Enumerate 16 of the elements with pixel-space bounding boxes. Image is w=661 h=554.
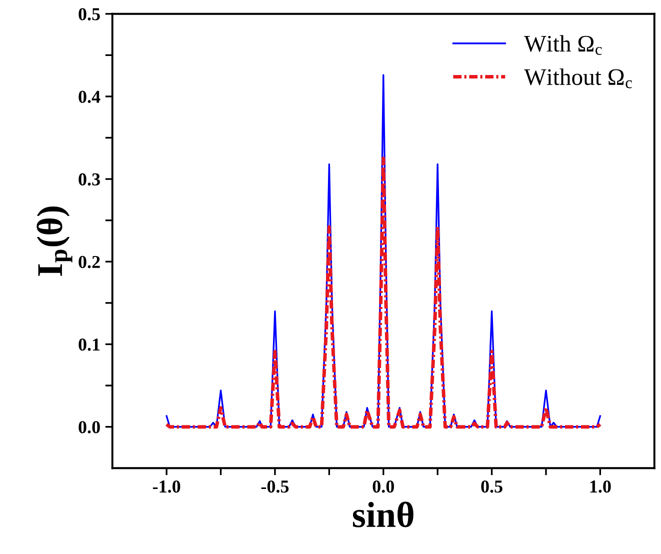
y-tick-label: 0.1 <box>78 338 100 351</box>
y-tick-label: 0.3 <box>78 173 100 186</box>
x-tick-label: -0.5 <box>261 480 289 493</box>
line-series <box>164 156 602 429</box>
y-tick-label: 0.4 <box>78 90 100 103</box>
x-tick-label: 0.5 <box>481 480 502 493</box>
legend-label: Without Ω$_{c}$ <box>524 68 632 88</box>
y-axis-title: I$_{p}$(θ) <box>36 206 72 276</box>
y-tick-label: 0.0 <box>78 421 100 434</box>
legend-label: With Ω$_{c}$ <box>524 35 602 55</box>
x-tick-label: 1.0 <box>590 480 611 493</box>
y-tick-label: 0.2 <box>78 256 100 268</box>
x-tick-label: -1.0 <box>152 480 180 493</box>
x-axis-title: sinθ <box>352 502 414 528</box>
x-tick-label: 0.0 <box>372 480 394 493</box>
y-tick-label: 0.5 <box>78 8 100 20</box>
